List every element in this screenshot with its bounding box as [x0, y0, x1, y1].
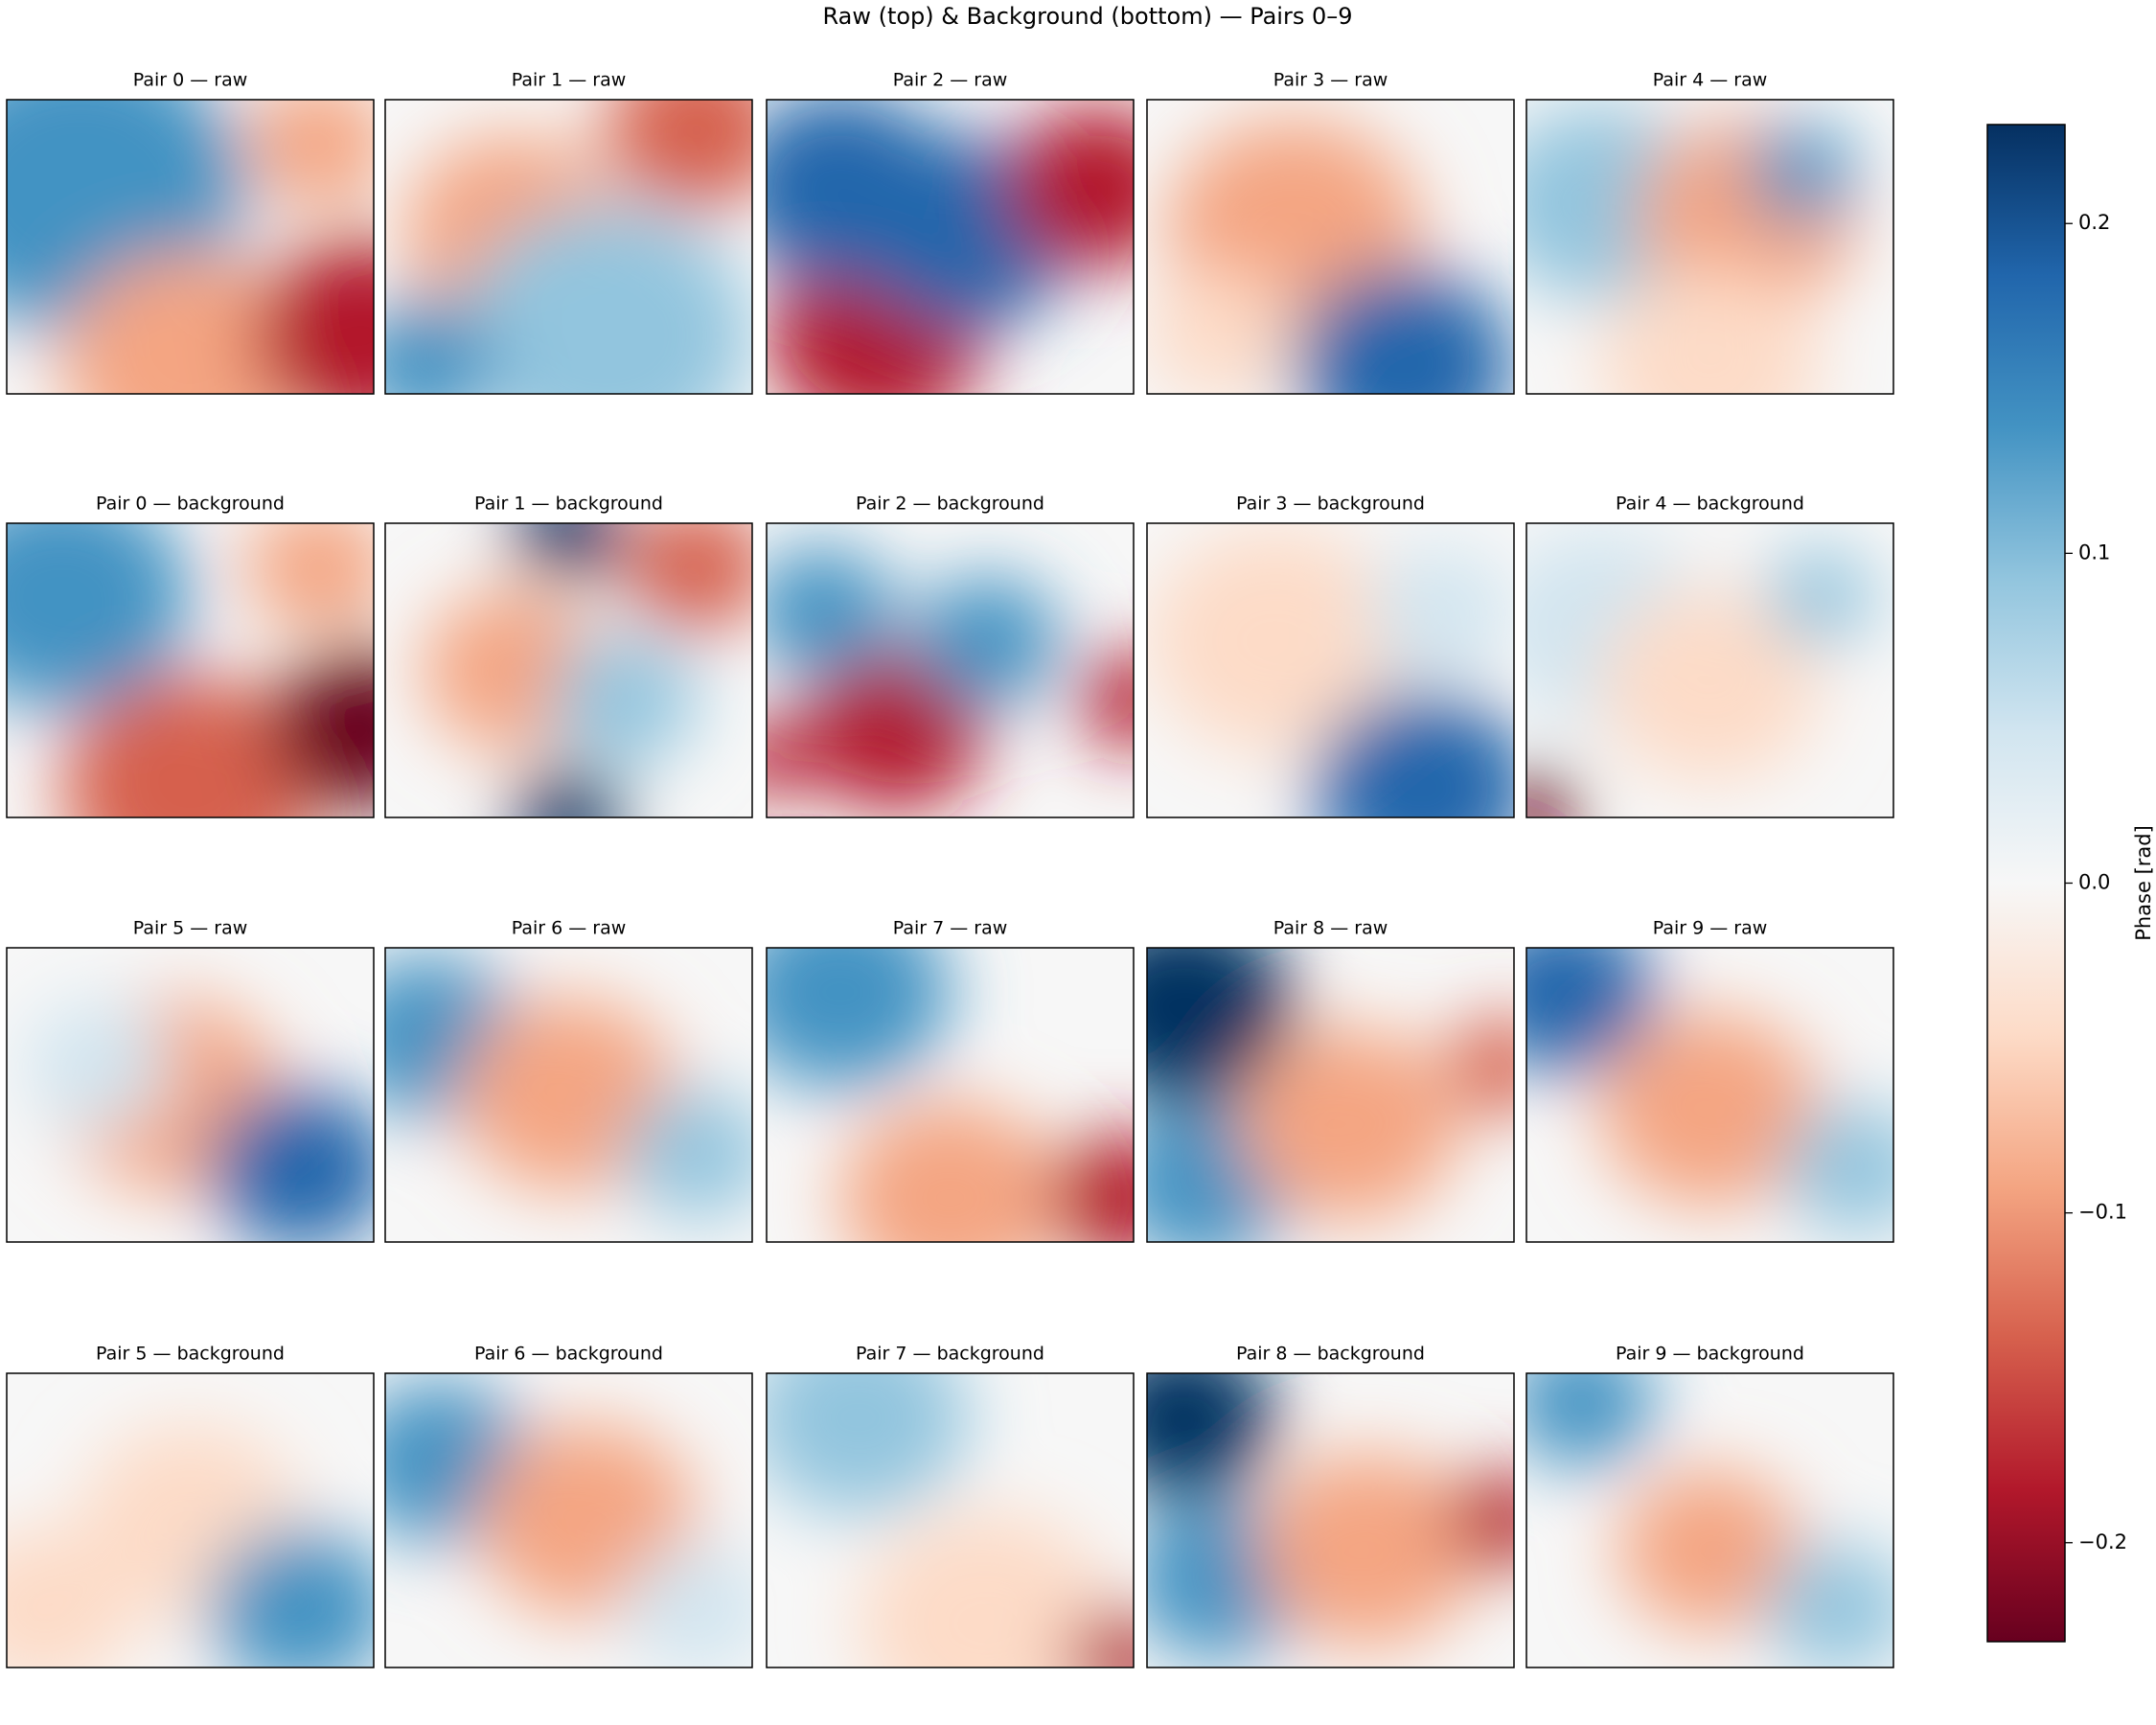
heatmap-panel [385, 100, 752, 394]
panel-frame [384, 947, 753, 1243]
panel-title: Pair 8 — background [1236, 1344, 1425, 1365]
heatmap-panel [1526, 100, 1893, 394]
heatmap-panel [385, 948, 752, 1242]
panel-frame [384, 99, 753, 395]
panel-frame [1146, 1372, 1515, 1668]
panel-title: Pair 3 — raw [1273, 70, 1388, 91]
panel-frame [766, 1372, 1135, 1668]
panel-frame [6, 1372, 375, 1668]
colorbar-tick-label: −0.2 [2078, 1530, 2127, 1553]
panel-frame [1525, 522, 1894, 818]
colorbar-tick-label: −0.1 [2078, 1201, 2127, 1224]
panel-frame [384, 522, 753, 818]
heatmap-panel [385, 1373, 752, 1668]
heatmap-panel [767, 100, 1134, 394]
panel-title: Pair 5 — raw [133, 918, 248, 939]
heatmap-panel [7, 100, 374, 394]
colorbar [1986, 124, 2066, 1643]
heatmap-panel [1526, 1373, 1893, 1668]
colorbar-label: Phase [rad] [2132, 825, 2155, 941]
panel-title: Pair 6 — background [474, 1344, 663, 1365]
heatmap-panel [1147, 100, 1514, 394]
heatmap-panel [767, 523, 1134, 817]
panel-title: Pair 2 — background [856, 494, 1044, 515]
heatmap-panel [7, 948, 374, 1242]
panel-title: Pair 4 — raw [1653, 70, 1768, 91]
panel-frame [1146, 99, 1515, 395]
heatmap-panel [767, 1373, 1134, 1668]
panel-title: Pair 1 — raw [512, 70, 627, 91]
panel-frame [6, 522, 375, 818]
colorbar-tick-label: 0.2 [2078, 211, 2110, 234]
panel-title: Pair 3 — background [1236, 494, 1425, 515]
panel-title: Pair 0 — background [96, 494, 285, 515]
figure-title: Raw (top) & Background (bottom) — Pairs … [822, 3, 1352, 30]
panel-title: Pair 9 — background [1616, 1344, 1804, 1365]
heatmap-panel [1147, 1373, 1514, 1668]
panel-frame [766, 947, 1135, 1243]
panel-title: Pair 4 — background [1616, 494, 1804, 515]
heatmap-panel [1526, 523, 1893, 817]
panel-frame [6, 99, 375, 395]
panel-frame [1146, 947, 1515, 1243]
panel-frame [1525, 947, 1894, 1243]
panel-title: Pair 8 — raw [1273, 918, 1388, 939]
heatmap-panel [7, 1373, 374, 1668]
panel-frame [6, 947, 375, 1243]
heatmap-panel [385, 523, 752, 817]
heatmap-panel [7, 523, 374, 817]
panel-frame [1146, 522, 1515, 818]
panel-frame [1525, 1372, 1894, 1668]
heatmap-panel [1526, 948, 1893, 1242]
panel-title: Pair 0 — raw [133, 70, 248, 91]
heatmap-panel [1147, 948, 1514, 1242]
colorbar-tick-label: 0.0 [2078, 871, 2110, 894]
panel-title: Pair 5 — background [96, 1344, 285, 1365]
panel-title: Pair 1 — background [474, 494, 663, 515]
panel-frame [384, 1372, 753, 1668]
panel-title: Pair 6 — raw [512, 918, 627, 939]
panel-title: Pair 7 — background [856, 1344, 1044, 1365]
heatmap-panel [767, 948, 1134, 1242]
panel-frame [766, 99, 1135, 395]
heatmap-panel [1147, 523, 1514, 817]
panel-frame [766, 522, 1135, 818]
panel-title: Pair 2 — raw [893, 70, 1008, 91]
panel-frame [1525, 99, 1894, 395]
panel-title: Pair 7 — raw [893, 918, 1008, 939]
panel-title: Pair 9 — raw [1653, 918, 1768, 939]
colorbar-tick-label: 0.1 [2078, 540, 2110, 564]
